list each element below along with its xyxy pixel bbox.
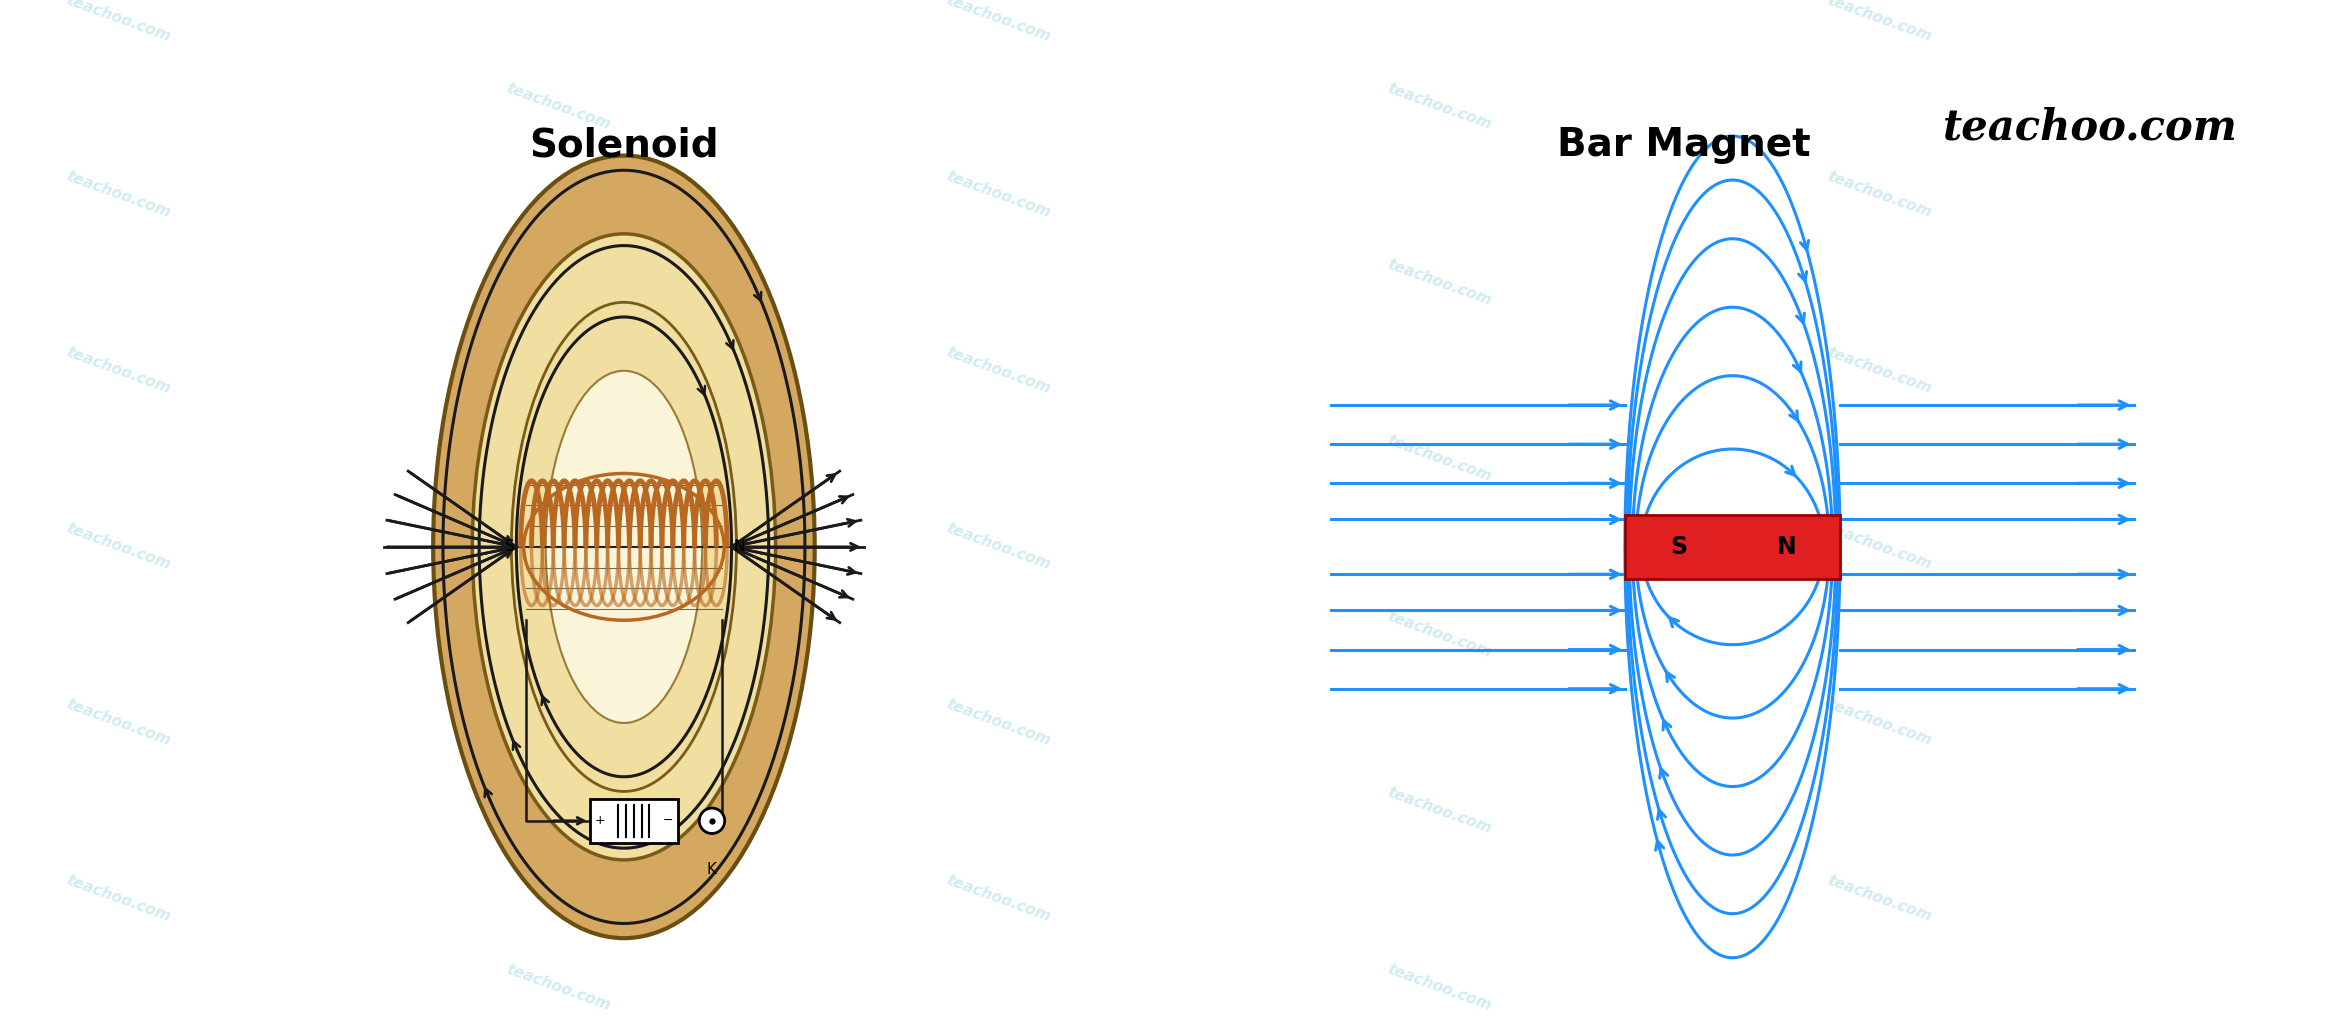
Text: +: + [594,814,606,828]
Text: teachoo.com: teachoo.com [1824,345,1935,397]
Ellipse shape [432,155,815,939]
Text: teachoo.com: teachoo.com [1385,433,1493,485]
Text: teachoo.com: teachoo.com [505,433,613,485]
Text: teachoo.com: teachoo.com [944,0,1054,45]
Text: teachoo.com: teachoo.com [63,169,174,221]
Text: teachoo.com: teachoo.com [1824,0,1935,45]
Text: teachoo.com: teachoo.com [63,873,174,925]
Text: teachoo.com: teachoo.com [63,345,174,397]
Text: teachoo.com: teachoo.com [944,873,1054,925]
Text: teachoo.com: teachoo.com [944,697,1054,749]
Text: teachoo.com: teachoo.com [505,257,613,309]
Text: N: N [733,540,744,554]
Text: S: S [505,540,514,554]
Text: teachoo.com: teachoo.com [63,697,174,749]
Ellipse shape [512,303,737,792]
Text: Solenoid: Solenoid [528,126,718,165]
Ellipse shape [472,234,775,860]
Text: teachoo.com: teachoo.com [944,345,1054,397]
Text: teachoo.com: teachoo.com [944,169,1054,221]
Ellipse shape [545,371,702,723]
Text: teachoo.com: teachoo.com [1385,81,1493,133]
Text: teachoo.com: teachoo.com [505,81,613,133]
Text: teachoo.com: teachoo.com [1824,521,1935,573]
Text: teachoo.com: teachoo.com [63,521,174,573]
Text: teachoo.com: teachoo.com [505,785,613,837]
Bar [1625,515,1841,579]
Text: teachoo.com: teachoo.com [1824,169,1935,221]
Text: −: − [662,814,674,828]
Text: teachoo.com: teachoo.com [1385,961,1493,1013]
Text: teachoo.com: teachoo.com [1824,873,1935,925]
Text: S: S [1669,535,1688,558]
Text: teachoo.com: teachoo.com [1385,785,1493,837]
Text: teachoo.com: teachoo.com [505,961,613,1013]
Text: teachoo.com: teachoo.com [1944,107,2238,148]
Circle shape [700,808,726,834]
Text: teachoo.com: teachoo.com [63,0,174,45]
Text: K: K [707,862,716,876]
Text: teachoo.com: teachoo.com [944,521,1054,573]
Text: teachoo.com: teachoo.com [1824,697,1935,749]
Text: N: N [1777,535,1796,558]
Bar [589,799,679,843]
Text: Bar Magnet: Bar Magnet [1557,126,1810,165]
Text: teachoo.com: teachoo.com [505,609,613,661]
Text: teachoo.com: teachoo.com [1385,257,1493,309]
Text: teachoo.com: teachoo.com [1385,609,1493,661]
